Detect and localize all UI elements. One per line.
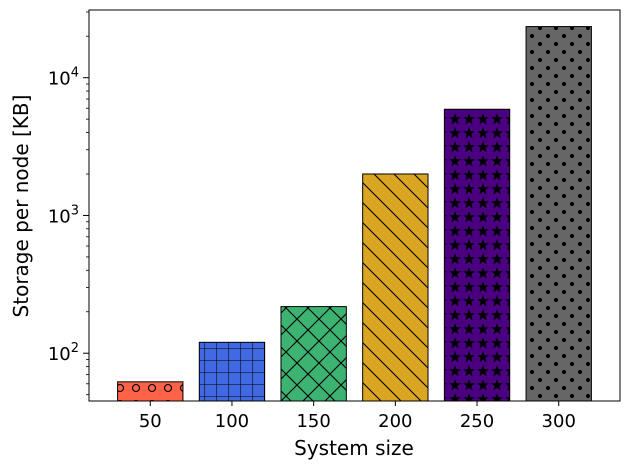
y-tick-label: 104 <box>48 66 79 90</box>
bar-hatch <box>526 26 592 401</box>
y-axis-ticks: 102 103 104 <box>48 11 89 396</box>
bar-hatch <box>117 381 183 401</box>
x-tick-label: 250 <box>460 411 494 432</box>
x-tick-label: 50 <box>139 411 162 432</box>
y-tick-label: 103 <box>48 203 79 227</box>
bar-300 <box>525 26 592 402</box>
y-axis-title: Storage per node [KB] <box>9 95 33 318</box>
bar-200 <box>362 173 429 402</box>
bar-hatch <box>362 173 429 401</box>
bar-hatch <box>199 342 265 401</box>
x-tick-label: 100 <box>215 411 249 432</box>
bar-hatch <box>280 306 347 401</box>
x-axis-title: System size <box>294 436 414 460</box>
bar-250 <box>443 108 511 402</box>
x-tick-label: 300 <box>542 411 576 432</box>
bar-150 <box>280 306 347 402</box>
plot-frame <box>88 9 621 402</box>
bar-100 <box>198 341 266 402</box>
x-tick-label: 200 <box>378 411 412 432</box>
y-tick-label: 102 <box>48 341 79 365</box>
bars-group <box>117 26 592 402</box>
x-tick-label: 150 <box>296 411 330 432</box>
x-axis-ticks: 50 100 150 200 250 300 <box>139 401 576 432</box>
bar-hatch <box>444 109 510 401</box>
bar-50 <box>117 381 184 402</box>
